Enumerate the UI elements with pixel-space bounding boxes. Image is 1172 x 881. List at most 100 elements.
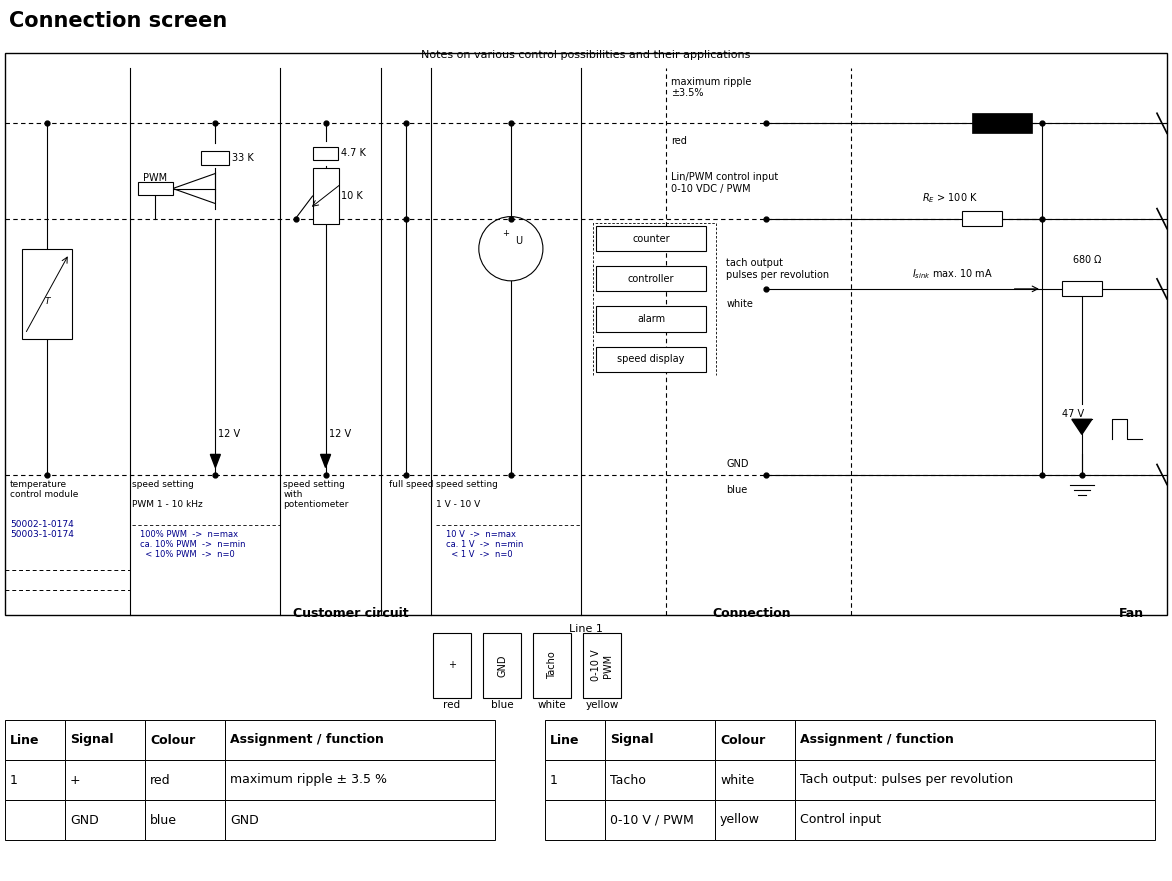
Text: Connection screen: Connection screen: [9, 11, 227, 31]
Bar: [795, 800, 1154, 840]
Text: maximum ripple
±3.5%: maximum ripple ±3.5%: [672, 77, 751, 98]
Text: yellow: yellow: [720, 813, 759, 826]
Text: controller: controller: [628, 274, 674, 284]
Text: Colour: Colour: [150, 734, 196, 746]
Text: 0-10 V / PWM: 0-10 V / PWM: [609, 813, 694, 826]
Bar: [5, 760, 64, 800]
Text: 50002-1-0174
50003-1-0174: 50002-1-0174 50003-1-0174: [11, 520, 74, 539]
Text: blue: blue: [491, 700, 513, 710]
Text: 0-10 V
PWM: 0-10 V PWM: [591, 649, 613, 681]
Bar: [962, 211, 1002, 226]
Text: 100% PWM  ->  n=max
ca. 10% PWM  ->  n=min
  < 10% PWM  ->  n=0: 100% PWM -> n=max ca. 10% PWM -> n=min <…: [141, 529, 246, 559]
Text: +: +: [503, 229, 510, 238]
Text: blue: blue: [150, 813, 177, 826]
Polygon shape: [321, 455, 331, 468]
Text: speed setting

1 V - 10 V: speed setting 1 V - 10 V: [436, 479, 498, 509]
Text: Colour: Colour: [720, 734, 765, 746]
Text: Fan: Fan: [1119, 607, 1145, 620]
Text: Tacho: Tacho: [609, 774, 646, 787]
Text: +: +: [448, 661, 456, 670]
Text: Signal: Signal: [609, 734, 654, 746]
Text: white: white: [538, 700, 566, 710]
Bar: [483, 633, 522, 698]
Text: Line: Line: [11, 734, 40, 746]
Bar: [545, 720, 605, 760]
Text: 680 $\Omega$: 680 $\Omega$: [1072, 253, 1103, 265]
Bar: [715, 760, 795, 800]
Text: Control input: Control input: [800, 813, 881, 826]
Text: 47 V: 47 V: [1062, 410, 1084, 419]
Text: $I_{sink}$ max. 10 mA: $I_{sink}$ max. 10 mA: [912, 267, 993, 281]
Bar: [5, 720, 64, 760]
Bar: [605, 720, 715, 760]
Bar: [795, 760, 1154, 800]
Bar: [597, 266, 707, 292]
Text: Assignment / function: Assignment / function: [230, 734, 384, 746]
Text: $R_E$ > 100 K: $R_E$ > 100 K: [921, 192, 977, 205]
Bar: [145, 800, 225, 840]
Bar: [202, 152, 230, 166]
Bar: [715, 720, 795, 760]
Text: 12 V: 12 V: [218, 429, 240, 440]
Bar: [225, 800, 495, 840]
Text: Tacho: Tacho: [547, 652, 557, 679]
Bar: [145, 760, 225, 800]
Bar: [1062, 281, 1102, 296]
Text: 12 V: 12 V: [328, 429, 350, 440]
Text: 10 K: 10 K: [341, 191, 362, 201]
Bar: [795, 720, 1154, 760]
Text: full speed: full speed: [389, 479, 434, 489]
Text: Line: Line: [550, 734, 579, 746]
Text: 4.7 K: 4.7 K: [341, 148, 366, 159]
Bar: [138, 182, 172, 195]
Bar: [972, 114, 1031, 133]
Polygon shape: [1072, 419, 1092, 434]
Text: red: red: [150, 774, 171, 787]
Text: Connection: Connection: [711, 607, 791, 620]
Text: 1: 1: [11, 774, 18, 787]
Bar: [225, 720, 495, 760]
Bar: [313, 147, 338, 160]
Bar: [605, 760, 715, 800]
Text: GND: GND: [727, 460, 749, 470]
Text: maximum ripple ± 3.5 %: maximum ripple ± 3.5 %: [230, 774, 387, 787]
Text: red: red: [672, 137, 687, 146]
Text: alarm: alarm: [638, 314, 666, 324]
Text: T: T: [45, 298, 50, 307]
Bar: [533, 633, 571, 698]
Bar: [545, 800, 605, 840]
Bar: [597, 226, 707, 251]
Bar: [715, 800, 795, 840]
Text: PWM: PWM: [143, 174, 168, 183]
Text: +: +: [70, 774, 81, 787]
Bar: [64, 720, 145, 760]
Bar: [432, 633, 471, 698]
Text: Lin/PWM control input
0-10 VDC / PWM: Lin/PWM control input 0-10 VDC / PWM: [672, 172, 778, 194]
Text: 10 V  ->  n=max
ca. 1 V  ->  n=min
  < 1 V  ->  n=0: 10 V -> n=max ca. 1 V -> n=min < 1 V -> …: [445, 529, 523, 559]
Bar: [605, 800, 715, 840]
Text: red: red: [443, 700, 461, 710]
Text: Customer circuit: Customer circuit: [293, 607, 408, 620]
Text: speed setting

PWM 1 - 10 kHz: speed setting PWM 1 - 10 kHz: [132, 479, 203, 509]
Polygon shape: [210, 455, 220, 468]
Bar: [313, 168, 339, 224]
Bar: [145, 720, 225, 760]
Text: tach output
pulses per revolution: tach output pulses per revolution: [727, 258, 830, 279]
Bar: [597, 307, 707, 331]
Text: GND: GND: [230, 813, 259, 826]
Text: white: white: [727, 299, 754, 309]
Text: temperature
control module: temperature control module: [11, 479, 79, 499]
Text: GND: GND: [497, 655, 507, 677]
Text: speed setting
with
potentiometer: speed setting with potentiometer: [284, 479, 349, 509]
Text: 1: 1: [550, 774, 558, 787]
Text: Tach output: pulses per revolution: Tach output: pulses per revolution: [800, 774, 1013, 787]
Bar: [225, 760, 495, 800]
Text: white: white: [720, 774, 755, 787]
Text: yellow: yellow: [585, 700, 619, 710]
Bar: [545, 760, 605, 800]
Text: 33 K: 33 K: [232, 153, 254, 163]
Text: U: U: [516, 236, 523, 246]
Text: Signal: Signal: [70, 734, 114, 746]
Text: counter: counter: [633, 233, 670, 244]
Text: blue: blue: [727, 485, 748, 494]
